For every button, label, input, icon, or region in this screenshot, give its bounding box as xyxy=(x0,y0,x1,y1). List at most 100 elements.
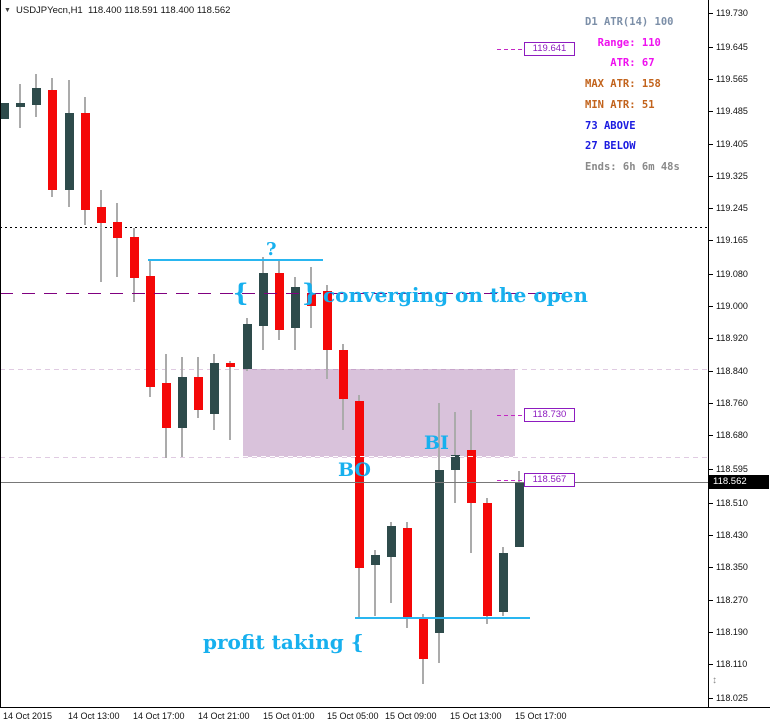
time-axis-label: 14 Oct 2015 xyxy=(3,711,53,721)
atr-panel-line: 27 BELOW xyxy=(585,140,636,153)
candle-body-up xyxy=(210,363,219,414)
price-axis-tick xyxy=(708,306,713,307)
price-axis-tick xyxy=(708,664,713,665)
candle-body-down xyxy=(194,377,203,410)
price-axis-tick xyxy=(708,403,713,404)
candle-body-down xyxy=(403,528,412,618)
time-axis[interactable]: 14 Oct 2015 14 Oct 13:00 14 Oct 17:00 14 Oc… xyxy=(0,707,770,728)
candle-body-down xyxy=(483,503,492,616)
price-axis-label: 119.405 xyxy=(716,139,748,149)
daily-open-line[interactable] xyxy=(0,293,562,294)
price-axis-label: 118.680 xyxy=(716,430,748,440)
price-axis-tick xyxy=(708,111,713,112)
time-axis-label: 14 Oct 21:00 xyxy=(198,711,250,721)
price-label-118567[interactable]: 118.567 xyxy=(524,473,575,487)
price-label-118730[interactable]: 118.730 xyxy=(524,408,575,422)
price-axis-label: 119.730 xyxy=(716,8,748,18)
candle-body-down xyxy=(97,207,106,223)
candle-body-up xyxy=(499,553,508,612)
price-label-119641-leader xyxy=(497,49,524,50)
converging-label[interactable]: converging on the open xyxy=(323,283,588,307)
candle-body-down xyxy=(467,450,476,503)
price-axis-tick xyxy=(708,338,713,339)
supply-zone[interactable] xyxy=(243,369,515,457)
price-axis-label: 119.165 xyxy=(716,235,748,245)
bo-label[interactable]: BO xyxy=(338,459,371,481)
candle-body-down xyxy=(307,293,316,306)
price-axis-label: 119.565 xyxy=(716,74,748,84)
bi-label[interactable]: BI xyxy=(424,432,449,454)
plot-area[interactable]: 119.641 118.730 118.567? {} converging on th… xyxy=(0,0,708,707)
candle-body-down xyxy=(146,276,155,387)
price-axis-tick xyxy=(708,144,713,145)
time-axis-label: 15 Oct 17:00 xyxy=(515,711,567,721)
candle-body-up xyxy=(371,555,380,565)
candle-body-up xyxy=(435,470,444,633)
candle-wick xyxy=(229,361,231,440)
price-axis-label: 119.245 xyxy=(716,203,748,213)
zone-top-level[interactable] xyxy=(0,369,708,370)
candle-body-down xyxy=(48,90,57,190)
price-axis-tick xyxy=(708,79,713,80)
price-axis-label: 118.110 xyxy=(716,659,748,669)
candle-body-up xyxy=(0,103,9,119)
price-axis-tick xyxy=(708,469,713,470)
candle-body-down xyxy=(162,383,171,428)
candle-wick xyxy=(390,522,392,603)
price-label-119641[interactable]: 119.641 xyxy=(524,42,575,56)
price-label-118567-leader xyxy=(497,480,524,481)
atr-panel-line: D1 ATR(14) 100 xyxy=(585,16,674,28)
candle-body-down xyxy=(355,401,364,568)
candle-wick xyxy=(100,190,102,282)
price-axis-label: 118.430 xyxy=(716,530,748,540)
price-axis-label: 118.595 xyxy=(716,464,748,474)
price-axis-label: 119.485 xyxy=(716,106,748,116)
candle-body-up xyxy=(65,113,74,190)
price-axis-tick xyxy=(708,13,713,14)
candle-body-up xyxy=(32,88,41,105)
candle-body-down xyxy=(226,363,235,367)
candle-body-down xyxy=(323,291,332,350)
swing-high-line[interactable] xyxy=(148,259,323,261)
price-axis-tick xyxy=(708,503,713,504)
candle-body-up xyxy=(243,324,252,369)
price-axis-line xyxy=(708,0,709,707)
candle-body-up xyxy=(178,377,187,428)
chart-title-ohlc: 118.400 118.591 118.400 118.562 xyxy=(88,5,231,16)
time-axis-label: 15 Oct 09:00 xyxy=(385,711,437,721)
candle-body-up xyxy=(515,482,524,547)
open-brace-label[interactable]: { xyxy=(233,278,249,307)
price-axis-tick xyxy=(708,632,713,633)
price-axis[interactable]: 119.730 119.645 119.565 119.485 119.405 119.3… xyxy=(708,0,770,707)
zone-bottom-level[interactable] xyxy=(0,457,708,458)
profit-taking-line[interactable] xyxy=(355,617,530,619)
atr-panel-line: MAX ATR: 158 xyxy=(585,78,661,91)
time-axis-label: 14 Oct 17:00 xyxy=(133,711,185,721)
current-price-line xyxy=(0,482,708,483)
candle-body-down xyxy=(419,618,428,659)
candle-body-down xyxy=(275,273,284,330)
candle-body-up xyxy=(387,526,396,557)
time-axis-label: 15 Oct 13:00 xyxy=(450,711,502,721)
profit-taking-label[interactable]: profit taking { xyxy=(203,630,364,654)
time-axis-label: 14 Oct 13:00 xyxy=(68,711,120,721)
price-axis-tick xyxy=(708,240,713,241)
price-axis-tick xyxy=(708,567,713,568)
price-axis-label: 118.270 xyxy=(716,595,748,605)
symbol-dropdown-icon[interactable]: ▼ xyxy=(4,7,11,14)
atr-panel-line: ATR: 67 xyxy=(585,57,655,70)
price-scale-icon[interactable]: ↕ xyxy=(712,675,717,686)
price-axis-tick xyxy=(708,274,713,275)
price-axis-label: 119.080 xyxy=(716,269,748,279)
time-axis-label: 15 Oct 01:00 xyxy=(263,711,315,721)
candle-body-up xyxy=(451,455,460,470)
candle-body-down xyxy=(130,237,139,278)
dotted-resistance-line[interactable] xyxy=(0,227,708,228)
question-mark-label[interactable]: ? xyxy=(266,239,277,260)
price-axis-label: 118.840 xyxy=(716,366,748,376)
candle-body-down xyxy=(81,113,90,210)
price-axis-tick xyxy=(708,698,713,699)
price-axis-tick xyxy=(708,371,713,372)
close-brace-label[interactable]: } xyxy=(302,278,318,307)
